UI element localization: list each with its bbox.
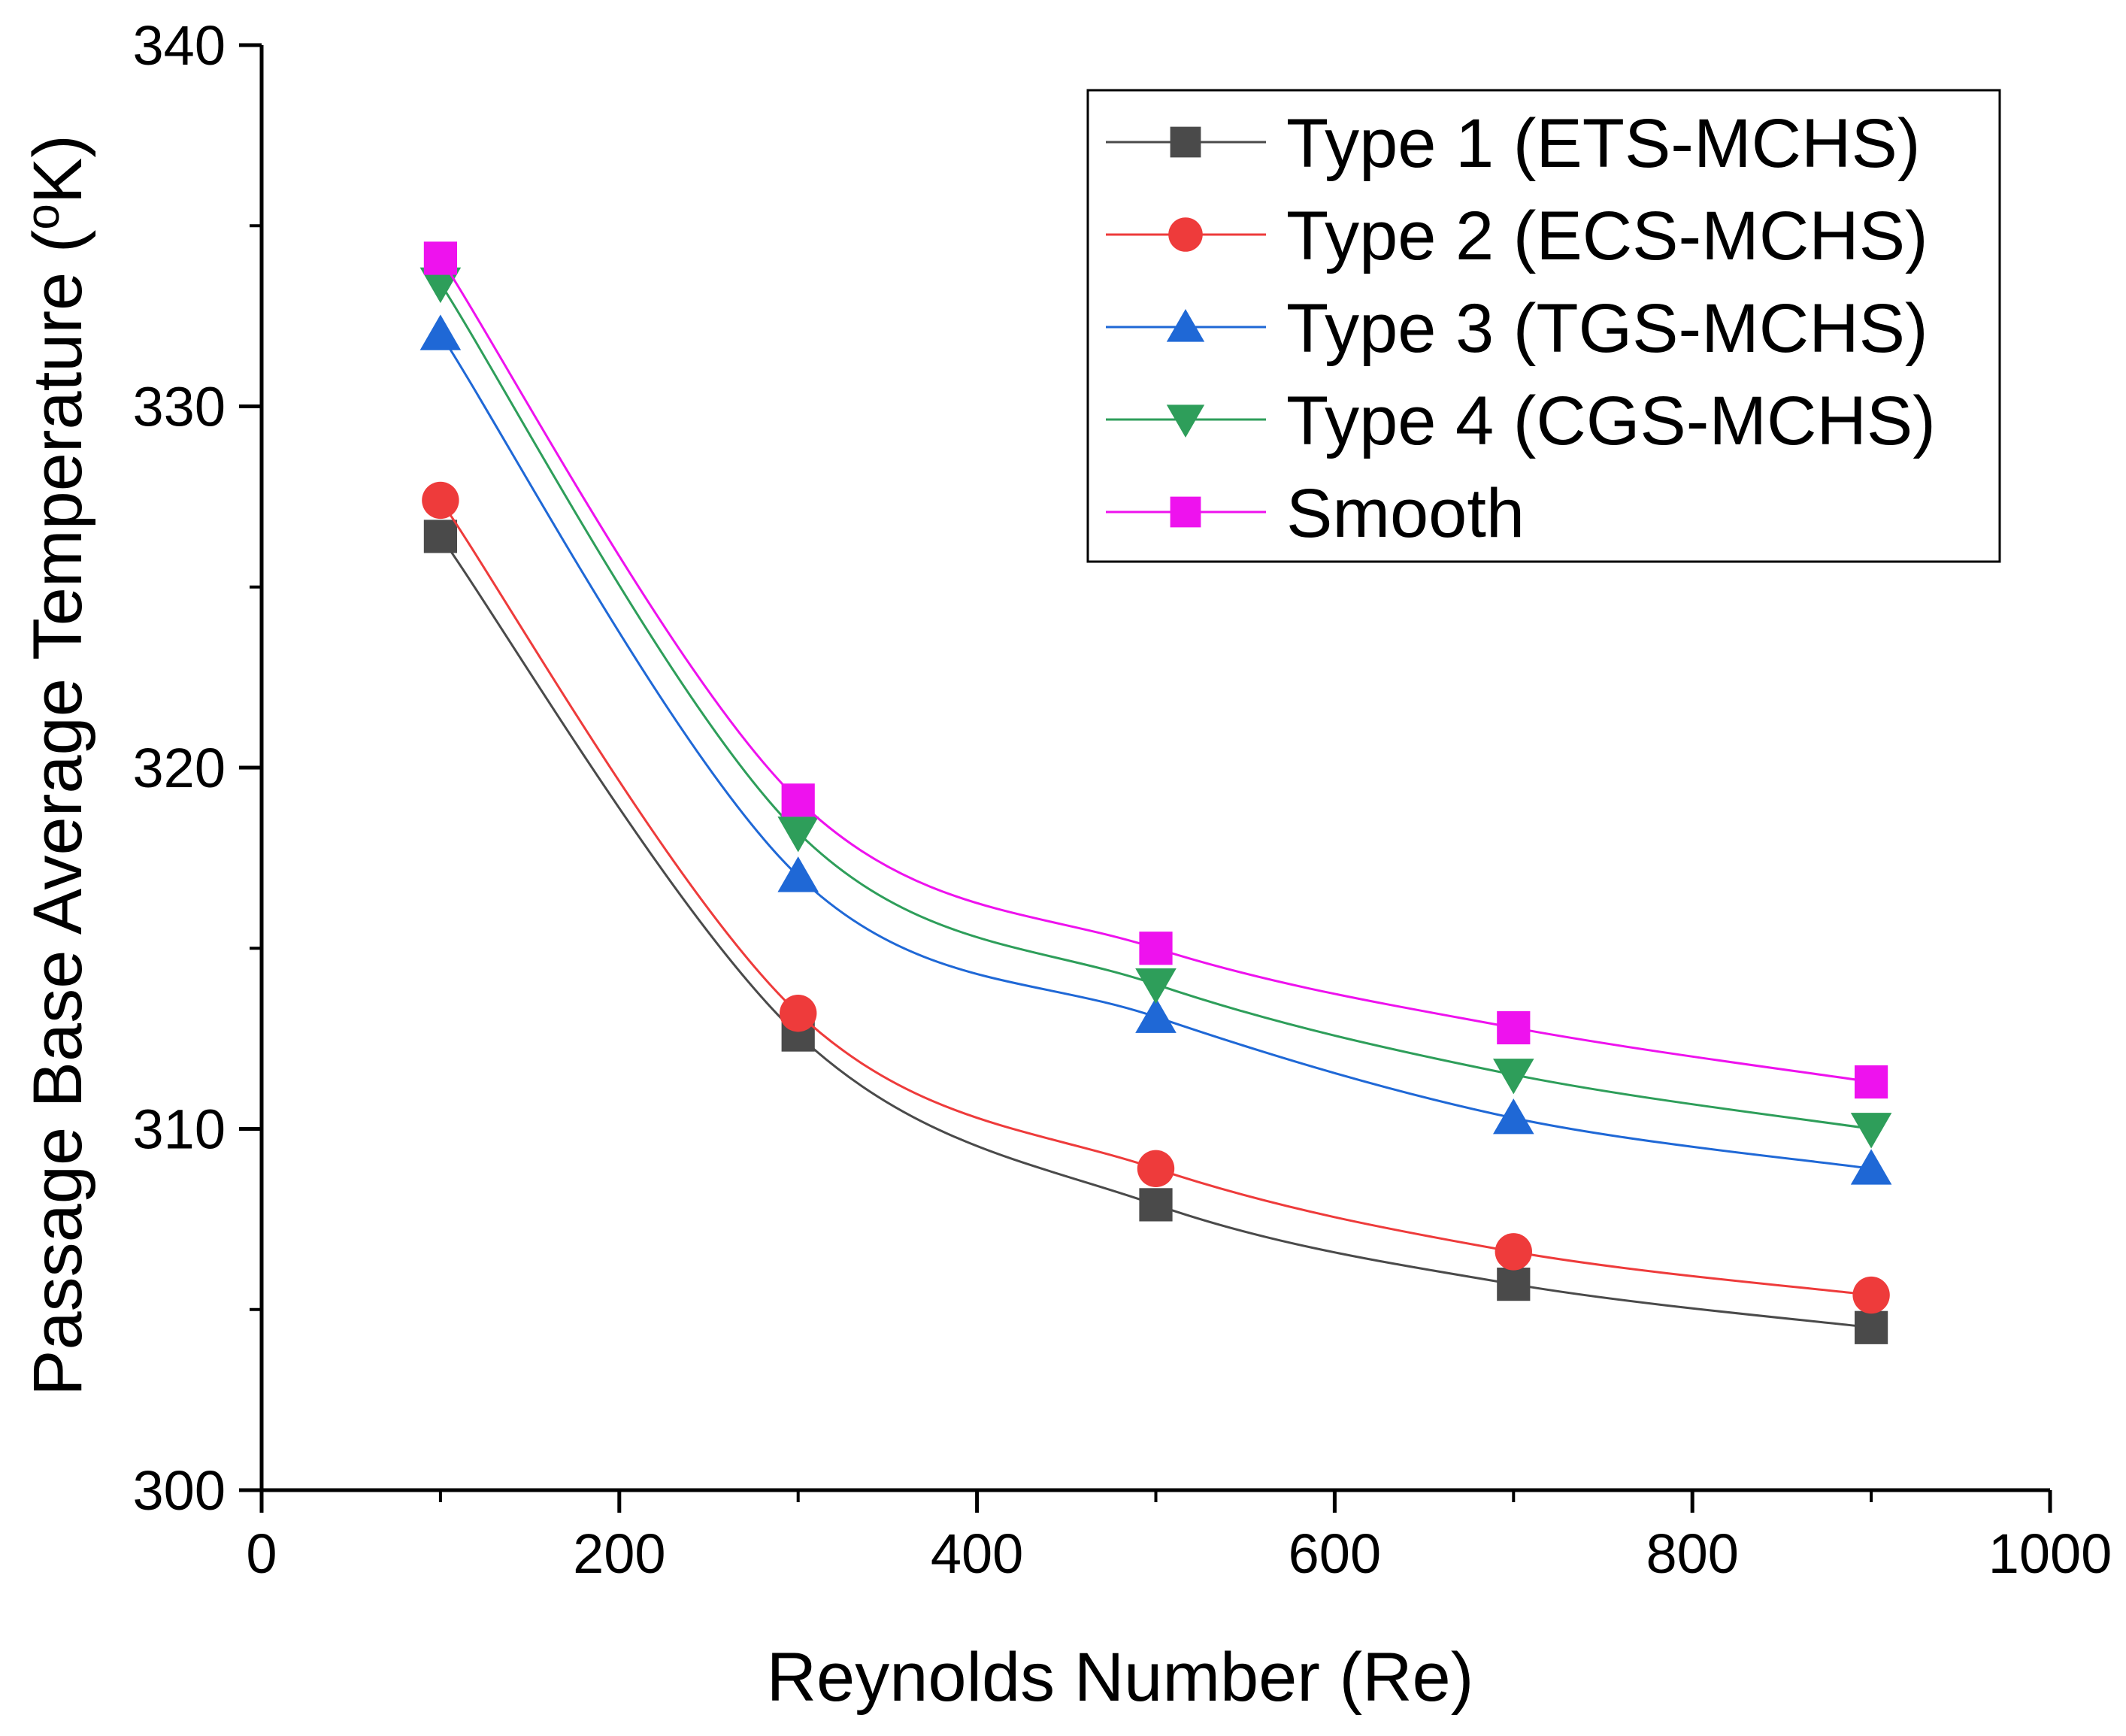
legend-label: Type 3 (TGS-MCHS) — [1286, 290, 1928, 367]
data-point — [1497, 1268, 1531, 1301]
y-axis-title: Passage Base Average Temperature (oK) — [17, 135, 96, 1396]
x-tick-label: 400 — [931, 1522, 1023, 1585]
data-point — [777, 856, 819, 892]
x-tick-label: 1000 — [1988, 1522, 2112, 1585]
legend-item-5: Smooth — [1106, 475, 1525, 552]
x-tick-label: 200 — [573, 1522, 665, 1585]
data-point — [1135, 968, 1177, 1004]
legend-marker — [1168, 217, 1203, 252]
data-point — [1855, 1310, 1888, 1344]
series-layer — [419, 241, 1892, 1344]
data-point — [1137, 1150, 1175, 1188]
y-axis-title-main: Passage Base Average Temperature ( — [20, 229, 96, 1396]
y-tick-label: 310 — [133, 1098, 226, 1161]
data-point — [423, 241, 457, 275]
legend-marker — [1170, 496, 1201, 528]
legend-item-2: Type 2 (ECS-MCHS) — [1106, 198, 1928, 274]
legend-label: Smooth — [1286, 475, 1525, 552]
legend-marker — [1170, 126, 1201, 158]
legend-item-4: Type 4 (CGS-MCHS) — [1106, 383, 1936, 459]
series-4 — [419, 267, 1892, 1149]
series-line — [439, 257, 1872, 1083]
data-point — [1135, 997, 1177, 1033]
y-axis-title-degree: o — [17, 204, 69, 229]
legend-marker — [1166, 309, 1205, 342]
data-point — [781, 783, 815, 817]
y-axis-title-unit: K) — [20, 135, 96, 204]
data-point — [423, 520, 457, 553]
data-point — [1850, 1113, 1892, 1149]
legend-label: Type 4 (CGS-MCHS) — [1286, 383, 1936, 459]
legend: Type 1 (ETS-MCHS) Type 2 (ECS-MCHS) Type 3… — [1086, 89, 2001, 563]
series-line — [439, 535, 1872, 1329]
data-point — [1850, 1149, 1892, 1185]
x-tick-label: 0 — [246, 1522, 277, 1585]
data-point — [1855, 1065, 1888, 1099]
y-tick-label: 340 — [133, 14, 226, 77]
y-tick-label: 300 — [133, 1459, 226, 1522]
axes: 0 200 400 600 800 1000 300 310 320 330 340 — [133, 14, 2112, 1585]
data-point — [1493, 1098, 1534, 1135]
data-point — [1139, 1188, 1173, 1222]
series-line — [439, 283, 1872, 1130]
data-point — [1493, 1059, 1534, 1095]
data-point — [1139, 932, 1173, 965]
legend-item-3: Type 3 (TGS-MCHS) — [1106, 290, 1928, 367]
y-tick-label: 330 — [133, 376, 226, 438]
data-point — [1852, 1276, 1890, 1314]
series-5 — [423, 241, 1888, 1099]
x-axis-title: Reynolds Number (Re) — [767, 1639, 1474, 1716]
data-point — [1497, 1010, 1531, 1045]
legend-item-1: Type 1 (ETS-MCHS) — [1106, 105, 1920, 182]
data-point — [422, 481, 459, 520]
data-point — [1495, 1233, 1533, 1271]
x-tick-label: 800 — [1646, 1522, 1738, 1585]
x-tick-label: 600 — [1289, 1522, 1381, 1585]
series-3 — [419, 314, 1892, 1185]
legend-marker — [1166, 404, 1205, 438]
series-line — [439, 333, 1872, 1170]
series-line — [439, 499, 1872, 1297]
data-point — [777, 816, 819, 853]
data-point — [419, 314, 462, 350]
series-2 — [422, 481, 1890, 1314]
legend-label: Type 2 (ECS-MCHS) — [1286, 198, 1928, 274]
data-point — [780, 995, 817, 1032]
legend-label: Type 1 (ETS-MCHS) — [1286, 105, 1920, 182]
y-tick-label: 320 — [133, 737, 226, 799]
